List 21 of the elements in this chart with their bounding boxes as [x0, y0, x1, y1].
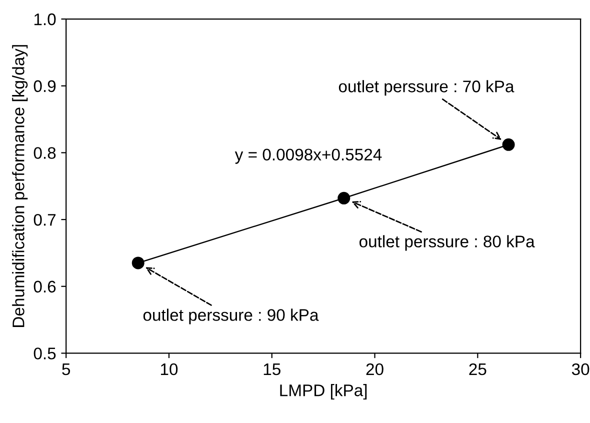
annotation: y = 0.0098x+0.5524	[234, 148, 382, 164]
point	[502, 138, 515, 151]
y-tick-label: 0.7	[34, 214, 56, 226]
annotation: outlet perssure : 70 kPa	[338, 80, 514, 96]
y-tick-label: 0.8	[34, 147, 56, 159]
y-tick-label: 0.5	[34, 348, 56, 360]
y-tick-label: 1.0	[34, 13, 56, 26]
x-tick-label: 25	[469, 363, 486, 376]
y-tick-label: 0.6	[34, 280, 56, 293]
annotation: outlet perssure : 90 kPa	[143, 308, 319, 324]
y-tick-label: 0.9	[34, 80, 56, 92]
y-axis-title: Dehumidification performance [kg/day]	[12, 45, 28, 327]
point	[132, 256, 144, 270]
x-tick-label: 20	[366, 363, 384, 376]
point	[338, 192, 350, 204]
x-tick-label: 5	[62, 364, 70, 376]
annotation: outlet perssure : 80 kPa	[359, 235, 535, 251]
x-tick-label: 30	[572, 363, 590, 376]
x-tick-label: 15	[264, 364, 280, 376]
x-axis-title: LMPD [kPa]	[280, 384, 367, 400]
x-tick-label: 10	[160, 363, 178, 376]
